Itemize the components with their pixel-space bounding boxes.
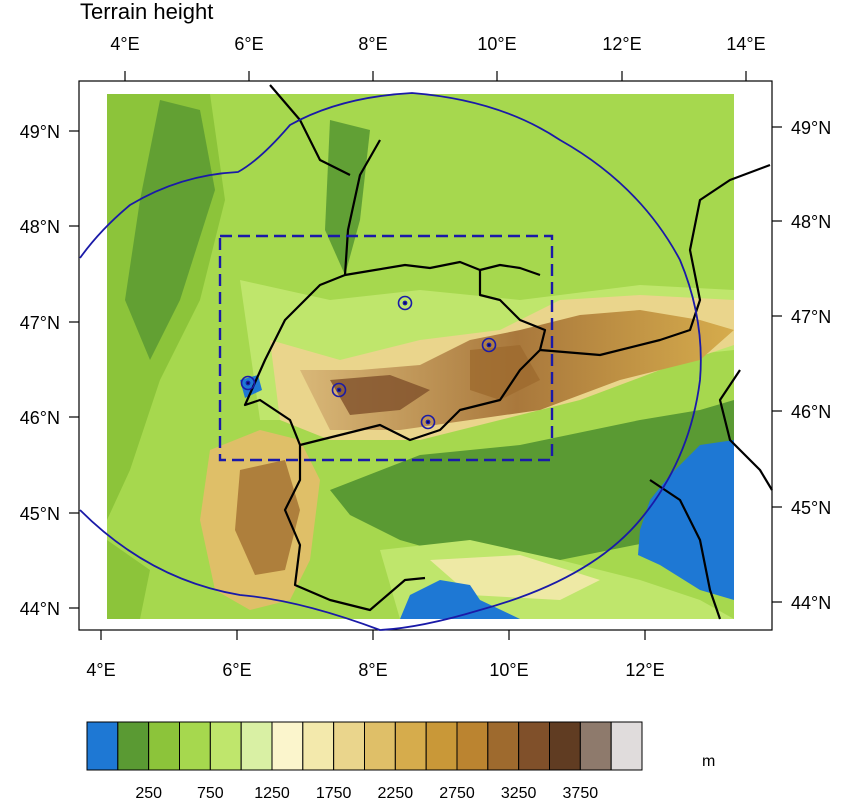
colorbar-swatch <box>86 721 119 771</box>
station-marker-s2 <box>481 337 497 353</box>
right-lat-label: 45°N <box>791 498 831 518</box>
left-lat-label: 44°N <box>20 599 60 619</box>
station-marker-s4 <box>331 382 347 398</box>
inner-domain-boundary <box>218 234 554 462</box>
colorbar-labels: 250 750 1250 1750 2250 2750 3250 3750 <box>135 785 598 800</box>
colorbar-swatch <box>487 721 520 771</box>
map-title: Terrain height <box>80 0 213 24</box>
outer-domain-boundary <box>79 92 702 631</box>
colorbar-swatch <box>456 721 489 771</box>
colorbar-units: m <box>702 753 715 770</box>
right-lat-label: 46°N <box>791 402 831 422</box>
top-lon-label: 6°E <box>234 34 263 54</box>
colorbar-swatch <box>610 721 643 771</box>
left-lat-label: 45°N <box>20 504 60 524</box>
station-marker-s5 <box>420 414 436 430</box>
terrain-field <box>107 94 734 619</box>
top-lon-label: 4°E <box>110 34 139 54</box>
colorbar-swatch <box>579 721 612 771</box>
bottom-lon-label: 8°E <box>358 660 387 680</box>
bottom-lon-label: 12°E <box>625 660 664 680</box>
country-borders <box>243 84 773 620</box>
bottom-lon-label: 4°E <box>86 660 115 680</box>
right-lat-label: 49°N <box>791 118 831 138</box>
colorbar-tick-label: 2750 <box>439 785 475 800</box>
colorbar-swatch <box>394 721 427 771</box>
colorbar <box>86 721 643 771</box>
colorbar-swatch <box>518 721 551 771</box>
colorbar-tick-label: 3250 <box>501 785 537 800</box>
right-lat-label: 44°N <box>791 593 831 613</box>
bottom-lon-label: 10°E <box>489 660 528 680</box>
right-latitude-labels: 49°N 48°N 47°N 46°N 45°N 44°N <box>791 118 831 613</box>
bottom-longitude-labels: 4°E 6°E 8°E 10°E 12°E <box>86 660 664 680</box>
right-lat-label: 47°N <box>791 307 831 327</box>
left-lat-label: 48°N <box>20 217 60 237</box>
colorbar-swatch <box>117 721 150 771</box>
left-lat-label: 47°N <box>20 313 60 333</box>
station-marker-s1 <box>397 295 413 311</box>
station-marker-s3 <box>240 375 256 391</box>
left-lat-label: 49°N <box>20 122 60 142</box>
colorbar-swatch <box>240 721 273 771</box>
colorbar-swatch <box>364 721 396 771</box>
left-latitude-labels: 49°N 48°N 47°N 46°N 45°N 44°N <box>20 122 60 619</box>
colorbar-swatch <box>302 721 335 771</box>
top-lon-label: 12°E <box>602 34 641 54</box>
top-longitude-labels: 4°E 6°E 8°E 10°E 12°E 14°E <box>110 34 765 54</box>
station-markers <box>240 295 497 430</box>
top-lon-label: 8°E <box>358 34 387 54</box>
top-lon-label: 10°E <box>477 34 516 54</box>
colorbar-tick-label: 750 <box>197 785 224 800</box>
colorbar-swatch <box>425 721 458 771</box>
right-lat-label: 48°N <box>791 212 831 232</box>
colorbar-swatch <box>271 721 304 771</box>
colorbar-tick-label: 1250 <box>254 785 290 800</box>
colorbar-tick-label: 250 <box>135 785 162 800</box>
axis-ticks <box>69 71 782 640</box>
colorbar-swatch <box>179 721 211 771</box>
colorbar-tick-label: 1750 <box>316 785 352 800</box>
left-lat-label: 46°N <box>20 408 60 428</box>
colorbar-swatch <box>549 721 581 771</box>
colorbar-tick-label: 2250 <box>378 785 414 800</box>
colorbar-swatch <box>209 721 242 771</box>
top-lon-label: 14°E <box>726 34 765 54</box>
colorbar-swatch <box>333 721 365 771</box>
colorbar-swatch <box>148 721 181 771</box>
colorbar-tick-label: 3750 <box>563 785 599 800</box>
bottom-lon-label: 6°E <box>222 660 251 680</box>
